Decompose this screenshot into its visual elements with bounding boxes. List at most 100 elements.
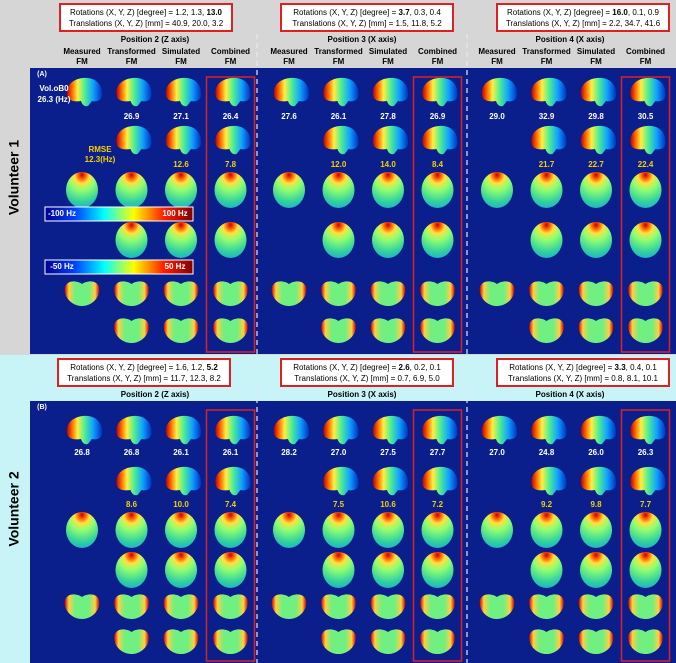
rotation-segment: , 0.2, 0.1	[410, 363, 442, 372]
sagittal-map	[422, 125, 458, 155]
cerebellum-map	[114, 594, 149, 619]
sagittal-map	[165, 415, 202, 445]
sagittal-map	[165, 77, 202, 107]
cerebellum-map	[628, 629, 663, 654]
combined-highlight	[205, 76, 256, 353]
sagittal-map	[630, 77, 666, 107]
translations: Translations (X, Y, Z) [mm] = 11.7, 12.3…	[67, 374, 221, 383]
axial-map	[580, 512, 612, 548]
cerebellum-map	[578, 594, 614, 619]
axial-map	[322, 222, 355, 258]
axial-map	[115, 172, 148, 208]
colorbar	[44, 259, 194, 275]
translations: Translations (X, Y, Z) [mm] = 2.2, 34.7,…	[506, 19, 661, 28]
column-header: Combined	[211, 47, 250, 56]
panel-label: (A)	[37, 71, 47, 78]
sagittal-map	[116, 77, 152, 107]
sagittal-map	[323, 466, 359, 496]
sagittal-map	[116, 466, 152, 496]
rotations: Rotations (X, Y, Z) [degree] = 2.6, 0.2,…	[293, 363, 441, 372]
vol-b0-value: 26.3 (Hz)	[38, 95, 71, 104]
rmse-value: 8.4	[432, 160, 444, 169]
axial-map	[115, 552, 148, 588]
sagittal-map	[580, 466, 617, 496]
sagittal-map	[580, 125, 617, 155]
vol-b0-value: 29.8	[588, 112, 604, 121]
column-header: FM	[382, 57, 394, 66]
rotation-segment: 5.2	[207, 363, 219, 372]
rotation-segment: Rotations (X, Y, Z) [degree] = 1.6, 1.2,	[70, 363, 206, 372]
vol-b0-value: 27.0	[489, 448, 505, 457]
rotation-segment: , 0.3, 0.4	[410, 8, 442, 17]
rotation-segment: , 0.1, 0.9	[628, 8, 660, 17]
column-header: FM	[491, 57, 503, 66]
parameter-box	[57, 358, 231, 387]
column-header: FM	[640, 57, 652, 66]
cerebellum-map	[114, 281, 149, 306]
axial-map	[481, 172, 513, 208]
column-header: Combined	[418, 47, 457, 56]
vol-b0-value: 26.3	[638, 448, 654, 457]
cerebellum-map	[479, 594, 515, 619]
vol-b0-value: 26.4	[223, 112, 239, 121]
position-title: Position 3 (X axis)	[328, 390, 397, 399]
rotations: Rotations (X, Y, Z) [degree] = 3.7, 0.3,…	[293, 8, 441, 17]
rmse-label: RMSE	[88, 145, 112, 154]
sagittal-map	[481, 77, 518, 107]
cerebellum-map	[479, 281, 515, 306]
sagittal-map	[165, 125, 202, 155]
column-header: FM	[126, 57, 138, 66]
rotation-segment: 13.0	[206, 8, 222, 17]
axial-map	[214, 512, 247, 548]
rmse-value: 12.6	[173, 160, 189, 169]
cerebellum-map	[163, 318, 199, 343]
column-header: FM	[541, 57, 553, 66]
cerebellum-map	[321, 318, 356, 343]
parameter-box	[59, 3, 233, 32]
position-title: Position 3 (X axis)	[328, 35, 397, 44]
sagittal-map	[215, 466, 251, 496]
rotation-segment: Rotations (X, Y, Z) [degree] =	[293, 8, 398, 17]
parameter-box	[496, 358, 670, 387]
cerebellum-map	[578, 629, 614, 654]
cerebellum-map	[271, 281, 307, 306]
axial-map	[322, 552, 355, 588]
combined-highlight	[412, 409, 463, 662]
vol-b0-value: 27.1	[173, 112, 189, 121]
axial-map	[580, 222, 612, 258]
parameter-box	[496, 3, 670, 32]
cerebellum-map	[578, 281, 614, 306]
cerebellum-map	[370, 594, 406, 619]
column-header: Simulated	[369, 47, 407, 56]
column-header: Simulated	[162, 47, 200, 56]
sagittal-map	[323, 415, 359, 445]
rmse-value: 7.5	[333, 500, 345, 509]
column-header: Measured	[270, 47, 307, 56]
cerebellum-map	[529, 318, 564, 343]
colorbar-max: 50 Hz	[165, 262, 186, 271]
axial-map	[580, 172, 612, 208]
vol-b0-value: 29.0	[489, 112, 505, 121]
sagittal-map	[580, 415, 617, 445]
sagittal-map	[531, 415, 567, 445]
vol-b0-value: 30.5	[638, 112, 654, 121]
sagittal-map	[273, 415, 310, 445]
cerebellum-map	[213, 281, 248, 306]
sagittal-map	[481, 415, 518, 445]
axial-map	[66, 172, 98, 208]
cerebellum-map	[163, 629, 199, 654]
sagittal-map	[215, 415, 251, 445]
cerebellum-map	[529, 281, 564, 306]
axial-map	[165, 172, 197, 208]
cerebellum-map	[420, 281, 455, 306]
axial-map	[372, 512, 404, 548]
rmse-value: 12.0	[331, 160, 347, 169]
sagittal-map	[323, 77, 359, 107]
position-title: Position 4 (X axis)	[536, 390, 605, 399]
vol-b0-value: 26.1	[173, 448, 189, 457]
vol-b0-value: 26.0	[588, 448, 604, 457]
cerebellum-map	[578, 318, 614, 343]
vol-b0-value: 27.6	[281, 112, 297, 121]
rotations: Rotations (X, Y, Z) [degree] = 16.0, 0.1…	[507, 8, 660, 17]
column-header: FM	[225, 57, 237, 66]
